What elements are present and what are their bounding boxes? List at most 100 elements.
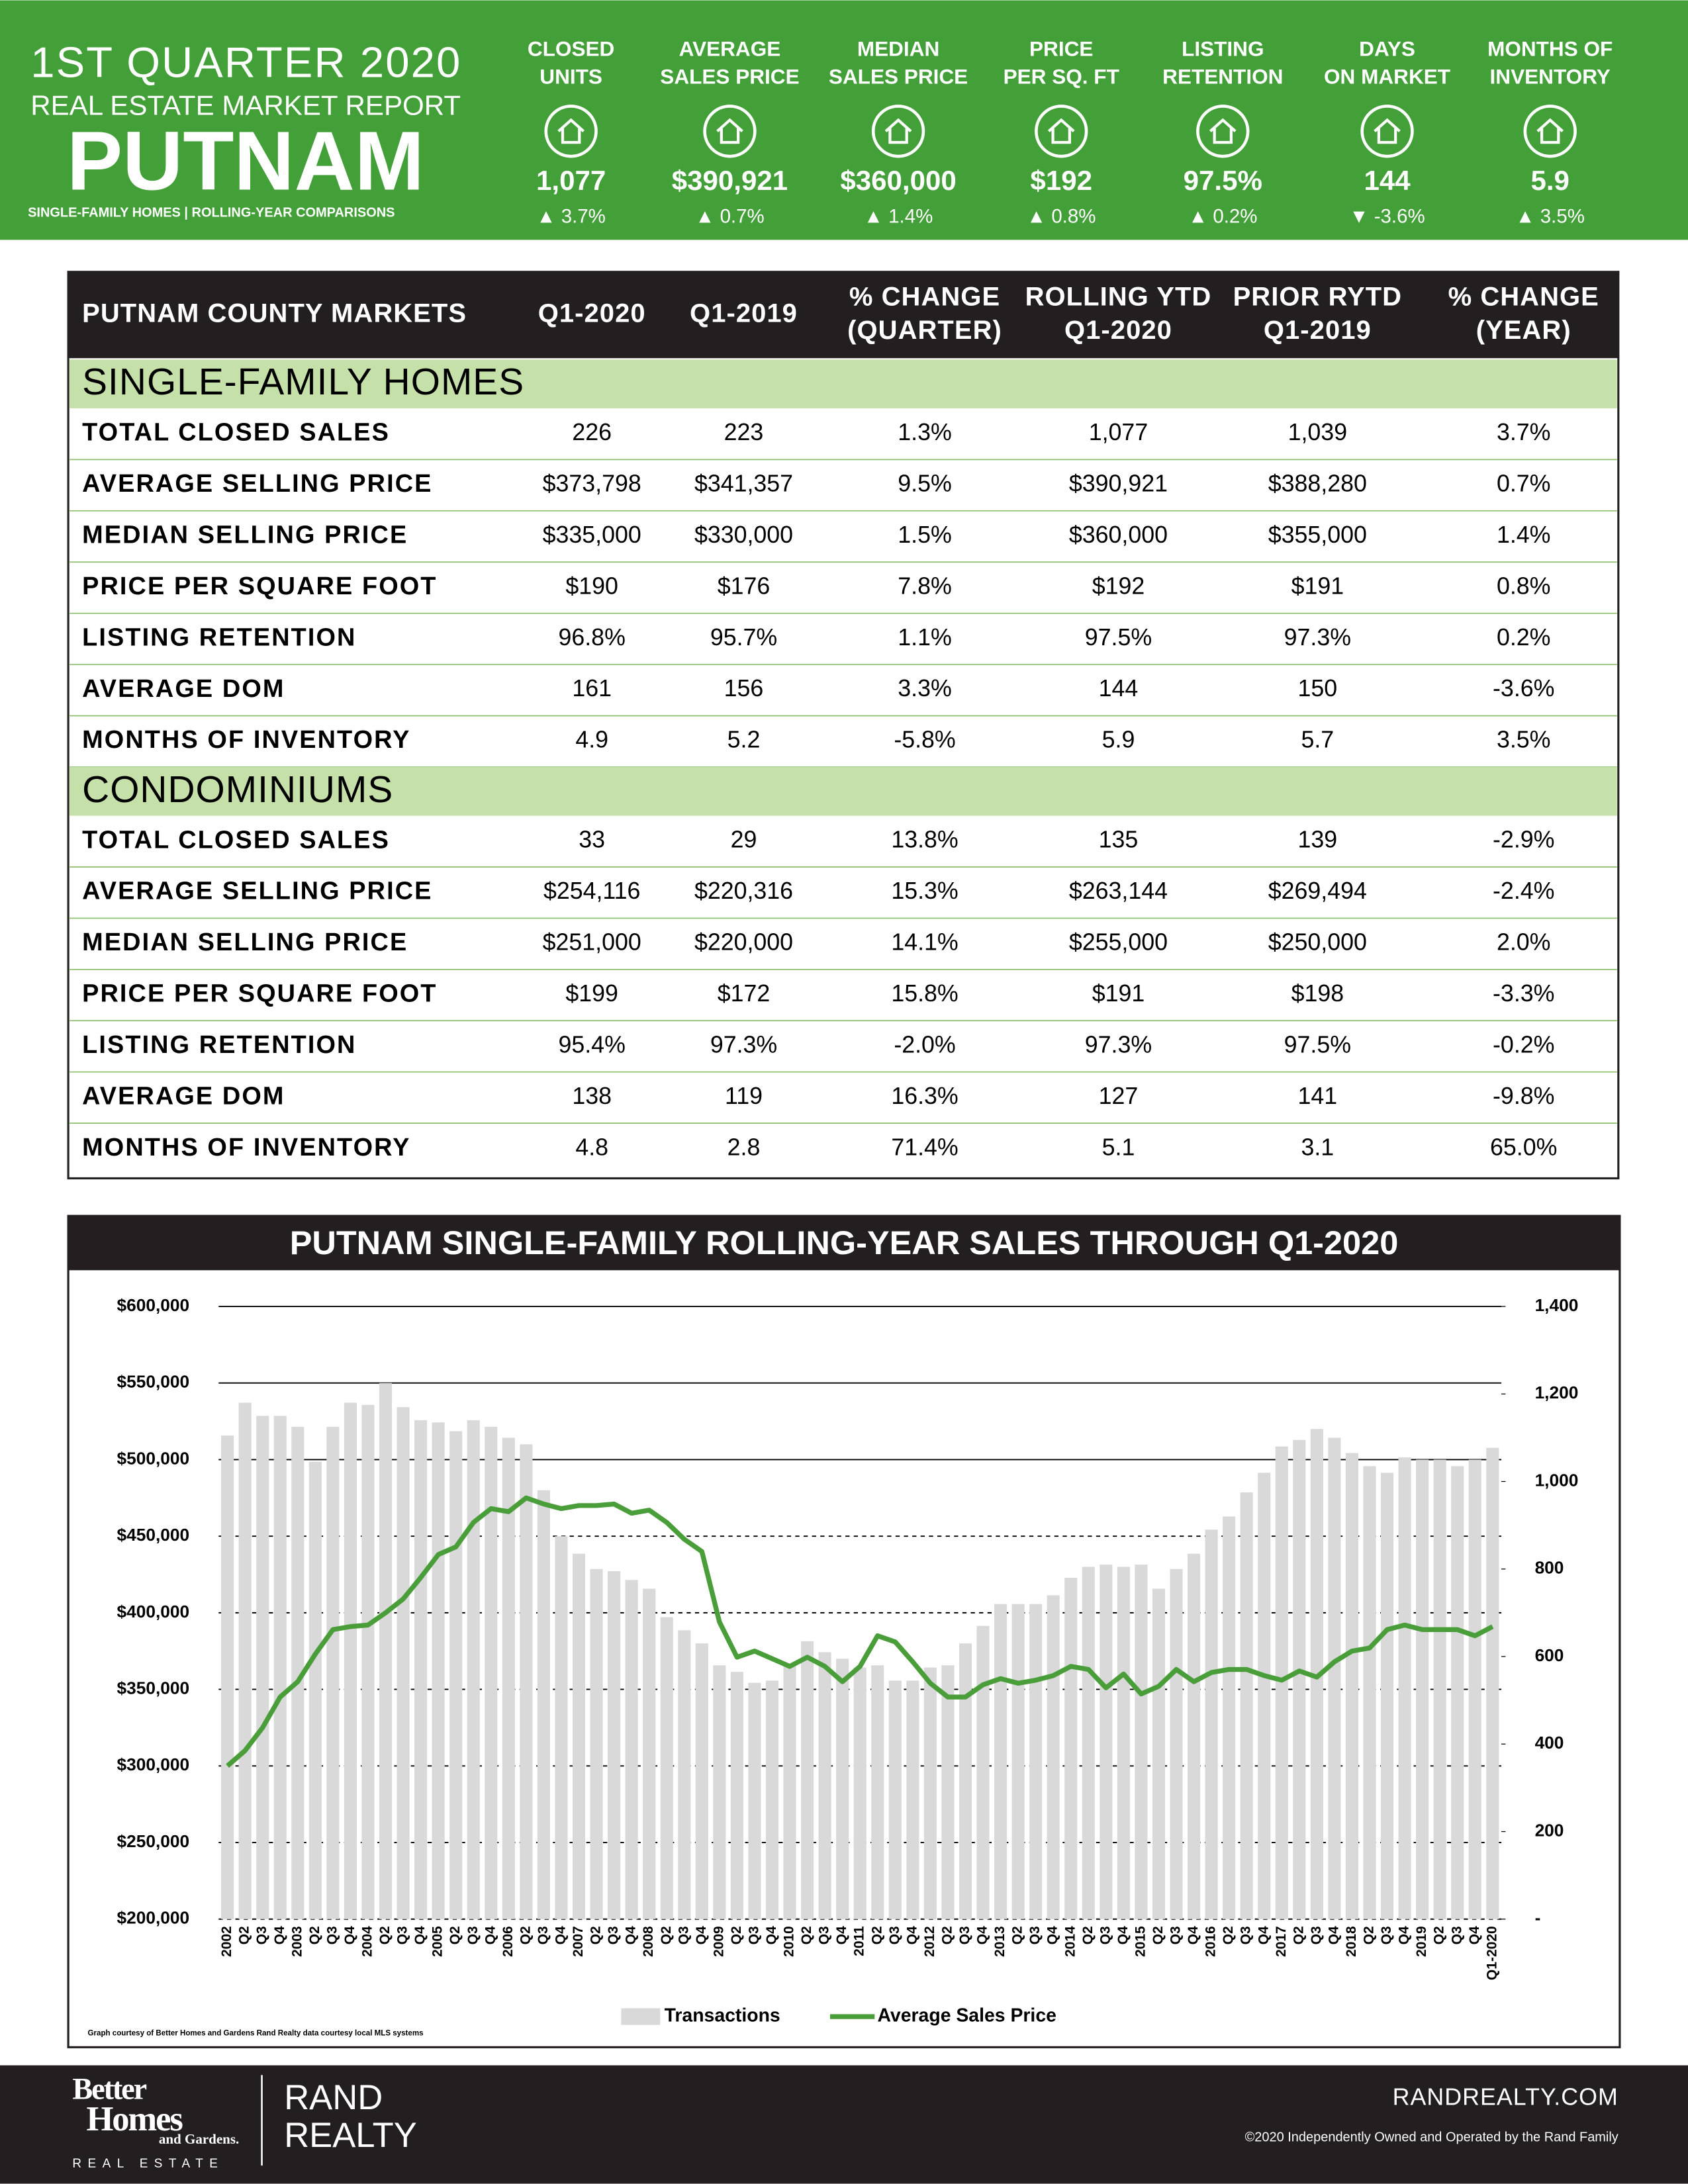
table-cell: 156 (724, 675, 764, 702)
column-header: PRIOR RYTD (1233, 282, 1403, 311)
kpi-icon-glyph (884, 118, 912, 144)
table-cell: 33 (579, 827, 605, 853)
header-note: SINGLE-FAMILY HOMES | ROLLING-YEAR COMPA… (28, 206, 395, 220)
x-tick-label: Q2 (869, 1926, 884, 1944)
x-tick-label: Q2 (1432, 1926, 1447, 1944)
section-title: SINGLE-FAMILY HOMES (82, 361, 524, 403)
row-label: LISTING RETENTION (82, 623, 356, 651)
bar (906, 1680, 919, 1919)
table-cell: 95.4% (558, 1031, 625, 1058)
table-cell: 15.8% (891, 980, 958, 1007)
table-cell: -3.3% (1493, 980, 1554, 1007)
table-cell: 119 (725, 1083, 763, 1109)
row-label: MONTHS OF INVENTORY (82, 1134, 410, 1161)
bar (1135, 1565, 1148, 1919)
kpi-icon-glyph (1374, 118, 1401, 144)
x-tick-label: Q4 (1186, 1926, 1201, 1944)
x-tick-label: Q3 (465, 1926, 481, 1944)
footer-band (0, 2065, 1688, 2184)
table-cell: $330,000 (694, 522, 793, 548)
x-tick-label: Q3 (606, 1926, 621, 1944)
table-cell: 138 (572, 1083, 612, 1109)
header-band (0, 0, 1688, 240)
x-tick-label: Q4 (834, 1926, 849, 1944)
x-tick-label: Q2 (237, 1926, 252, 1944)
x-tick-label: Q4 (694, 1926, 709, 1944)
brand: REALTY (284, 2116, 417, 2155)
bar (695, 1643, 708, 1919)
bar (361, 1404, 375, 1919)
kpi-label: SALES PRICE (660, 65, 799, 89)
y-tick-label: $550,000 (117, 1372, 190, 1392)
table-cell: 4.8 (575, 1134, 608, 1160)
x-tick-label: 2003 (289, 1926, 305, 1957)
x-tick-label: 2014 (1062, 1926, 1078, 1957)
x-tick-label: Q3 (1027, 1926, 1043, 1944)
bar (853, 1667, 867, 1919)
kpi-icon-glyph (1209, 118, 1237, 144)
y2-tick-label: 1,000 (1535, 1470, 1579, 1490)
table-cell: $198 (1291, 980, 1344, 1007)
x-tick-label: 2015 (1133, 1926, 1148, 1957)
table-cell: $390,921 (1069, 471, 1168, 497)
table-cell: 4.9 (575, 727, 608, 753)
market-name: PUTNAM (67, 114, 424, 207)
x-tick-label: Q3 (676, 1926, 691, 1944)
table-cell: 7.8% (898, 572, 951, 599)
x-tick-label: Q4 (904, 1926, 919, 1944)
bar (783, 1665, 796, 1919)
y2-tick-label: 600 (1535, 1645, 1564, 1665)
bar (1187, 1553, 1201, 1919)
copyright: ©2020 Independently Owned and Operated b… (1245, 2130, 1618, 2144)
table-cell: 3.3% (898, 675, 951, 702)
bar (1064, 1577, 1078, 1919)
y2-tick-label: 200 (1535, 1820, 1564, 1840)
bar (923, 1667, 937, 1919)
x-tick-label: Q2 (1221, 1926, 1236, 1944)
bar (1451, 1466, 1464, 1919)
table-cell: 9.5% (898, 471, 951, 497)
kpi-icon (1196, 105, 1250, 158)
bar (449, 1431, 463, 1919)
table-cell: 139 (1298, 827, 1338, 853)
column-header: (QUARTER) (847, 316, 1002, 345)
x-tick-label: Q4 (764, 1926, 779, 1944)
table-cell: 3.7% (1497, 419, 1550, 445)
kpi-value: 97.5% (1184, 165, 1262, 196)
table-cell: 5.9 (1102, 727, 1135, 753)
table-cell: $269,494 (1268, 878, 1367, 904)
x-tick-label: Q2 (1150, 1926, 1166, 1944)
table-cell: -9.8% (1493, 1083, 1554, 1109)
bar (1433, 1459, 1446, 1919)
x-tick-label: Q3 (1168, 1926, 1184, 1944)
bar (888, 1680, 902, 1919)
x-tick-label: 2010 (782, 1926, 797, 1957)
table-cell: $341,357 (694, 471, 793, 497)
table-cell: 0.2% (1497, 624, 1550, 651)
x-tick-label: 2002 (219, 1926, 234, 1957)
bar (1345, 1453, 1358, 1919)
bar (801, 1641, 814, 1919)
bar (520, 1444, 533, 1919)
kpi-label: SALES PRICE (829, 65, 968, 89)
bar (291, 1426, 305, 1919)
bar (643, 1588, 656, 1919)
y-tick-label: $350,000 (117, 1678, 190, 1698)
kpi-value: $390,921 (672, 165, 788, 196)
column-header: Q1-2019 (1264, 316, 1372, 345)
table-cell: 65.0% (1490, 1134, 1557, 1160)
kpi-value: 1,077 (536, 165, 606, 196)
bar (572, 1553, 586, 1919)
x-tick-label: Q2 (729, 1926, 744, 1944)
row-label: TOTAL CLOSED SALES (82, 826, 390, 854)
table-cell: 5.2 (727, 727, 761, 753)
kpi-label: PER SQ. FT (1004, 65, 1119, 89)
bar (1380, 1473, 1394, 1919)
x-tick-label: Q4 (1115, 1926, 1131, 1944)
x-tick-label: Q3 (1449, 1926, 1464, 1944)
kpi-label: MONTHS OF (1487, 37, 1613, 61)
kpi-value: $360,000 (840, 165, 956, 196)
kpi-value: 5.9 (1530, 165, 1569, 196)
x-tick-label: 2018 (1344, 1926, 1359, 1957)
table-cell: 95.7% (710, 624, 777, 651)
